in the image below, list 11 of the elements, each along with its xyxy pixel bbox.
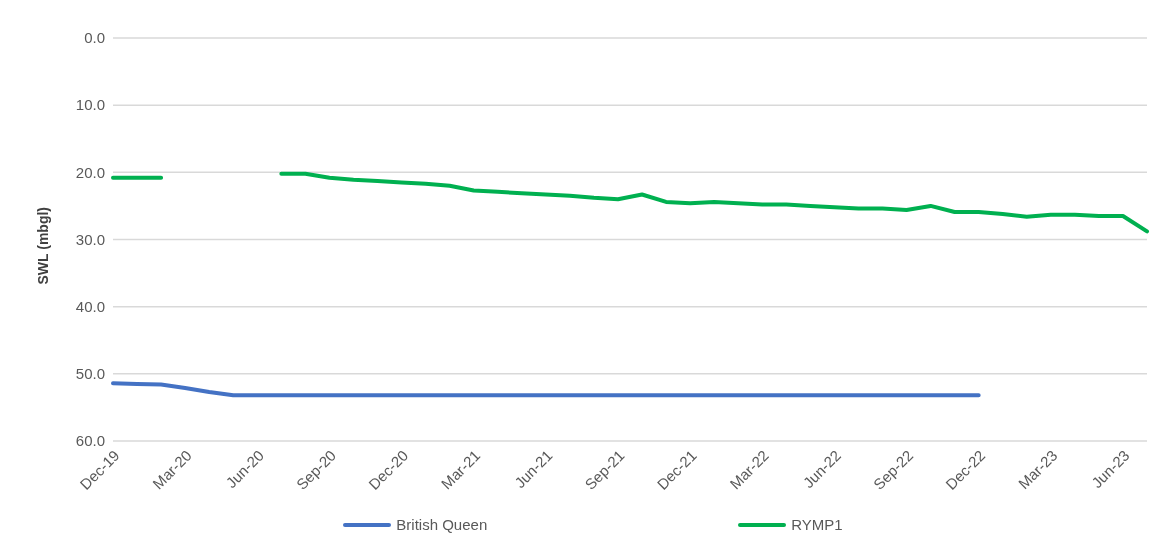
legend-label: British Queen (395, 516, 488, 533)
y-tick-label: 50.0 (75, 365, 105, 383)
line-series (111, 381, 981, 398)
legend-label: RYMP1 (790, 516, 843, 533)
y-tick-label: 60.0 (75, 432, 105, 450)
y-tick-label: 20.0 (75, 163, 105, 181)
y-tick-label: 40.0 (75, 297, 105, 315)
y-axis-title: SWL (mbgl) (34, 206, 51, 285)
y-tick-label: 10.0 (75, 96, 105, 114)
y-tick-label: 0.0 (84, 29, 105, 47)
y-tick-label: 30.0 (75, 230, 105, 248)
